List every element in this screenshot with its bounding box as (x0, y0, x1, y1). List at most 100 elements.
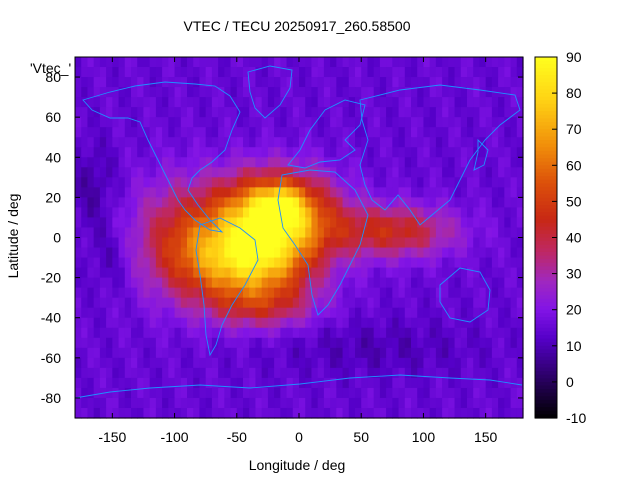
heatmap-cell (143, 407, 151, 419)
heatmap-cell (143, 387, 151, 399)
heatmap-cell (467, 267, 474, 279)
heatmap-cell (99, 137, 107, 148)
heatmap-cell (180, 77, 188, 88)
heatmap-cell (348, 397, 356, 409)
heatmap-cell (398, 187, 406, 198)
heatmap-cell (149, 77, 157, 88)
heatmap-cell (131, 257, 138, 269)
heatmap-cell (411, 147, 418, 158)
heatmap-cell (124, 147, 132, 158)
heatmap-cell (137, 187, 145, 198)
heatmap-cell (392, 107, 400, 118)
heatmap-cell (149, 367, 157, 379)
heatmap-cell (280, 257, 288, 269)
heatmap-cell (491, 77, 499, 88)
heatmap-cell (485, 367, 493, 379)
heatmap-cell (348, 277, 356, 289)
heatmap-cell (404, 367, 412, 379)
heatmap-cell (218, 177, 225, 188)
heatmap-cell (199, 197, 207, 209)
heatmap-cell (286, 397, 294, 409)
heatmap-cell (442, 347, 449, 359)
heatmap-cell (429, 87, 437, 98)
heatmap-cell (93, 367, 101, 379)
heatmap-cell (467, 117, 474, 128)
heatmap-cell (510, 77, 518, 88)
heatmap-cell (448, 147, 456, 158)
heatmap-cell (348, 177, 356, 188)
colorbar-segment (535, 399, 557, 405)
heatmap-cell (124, 197, 132, 209)
heatmap-cell (168, 87, 176, 98)
heatmap-cell (280, 367, 288, 379)
heatmap-cell (137, 347, 145, 359)
heatmap-cell (423, 217, 431, 229)
heatmap-cell (454, 157, 462, 168)
heatmap-cell (342, 337, 350, 349)
heatmap-cell (199, 247, 207, 259)
heatmap-cell (386, 247, 393, 259)
heatmap-cell (143, 247, 151, 259)
heatmap-cell (261, 117, 269, 128)
heatmap-cell (205, 57, 213, 68)
heatmap-cell (386, 127, 393, 138)
heatmap-cell (299, 77, 306, 88)
heatmap-cell (348, 347, 356, 359)
heatmap-cell (267, 377, 275, 389)
heatmap-cell (131, 127, 138, 138)
heatmap-cell (330, 267, 337, 279)
heatmap-cell (112, 317, 120, 329)
colorbar-segment (535, 327, 557, 332)
heatmap-cell (112, 107, 120, 118)
heatmap-cell (180, 337, 188, 349)
heatmap-cell (299, 127, 306, 138)
heatmap-cell (236, 67, 244, 78)
heatmap-cell (75, 247, 82, 259)
heatmap-cell (460, 347, 468, 359)
heatmap-cell (236, 167, 244, 178)
heatmap-cell (174, 107, 182, 118)
heatmap-cell (243, 117, 250, 128)
heatmap-cell (392, 97, 400, 108)
heatmap-cell (137, 217, 145, 229)
heatmap-cell (510, 97, 518, 108)
heatmap-cell (504, 317, 512, 329)
heatmap-cell (131, 287, 138, 299)
heatmap-cell (187, 237, 194, 249)
heatmap-cell (311, 127, 319, 138)
heatmap-cell (218, 377, 225, 389)
heatmap-cell (205, 277, 213, 289)
heatmap-cell (261, 317, 269, 329)
heatmap-cell (429, 407, 437, 419)
heatmap-cell (479, 377, 487, 389)
heatmap-cell (342, 217, 350, 229)
heatmap-cell (137, 67, 145, 78)
heatmap-cell (336, 207, 344, 219)
heatmap-cell (491, 257, 499, 269)
heatmap-cell (137, 77, 145, 88)
heatmap-cell (118, 217, 126, 229)
heatmap-cell (174, 127, 182, 138)
heatmap-cell (435, 57, 443, 68)
heatmap-cell (454, 237, 462, 249)
colorbar-tick-label: -10 (566, 410, 586, 426)
heatmap-cell (485, 407, 493, 419)
heatmap-cell (193, 107, 201, 118)
heatmap-cell (112, 297, 120, 309)
heatmap-cell (280, 67, 288, 78)
heatmap-cell (311, 237, 319, 249)
heatmap-cell (162, 87, 169, 98)
heatmap-cell (373, 217, 381, 229)
heatmap-cell (230, 127, 238, 138)
heatmap-cell (311, 207, 319, 219)
y-tick-label: -20 (41, 270, 61, 286)
heatmap-cell (355, 147, 362, 158)
y-tick-label: -60 (41, 350, 61, 366)
heatmap-cell (442, 397, 449, 409)
heatmap-cell (224, 287, 232, 299)
heatmap-cell (131, 197, 138, 209)
heatmap-cell (205, 207, 213, 219)
heatmap-cell (118, 307, 126, 319)
heatmap-cell (330, 97, 337, 108)
heatmap-cell (510, 147, 518, 158)
